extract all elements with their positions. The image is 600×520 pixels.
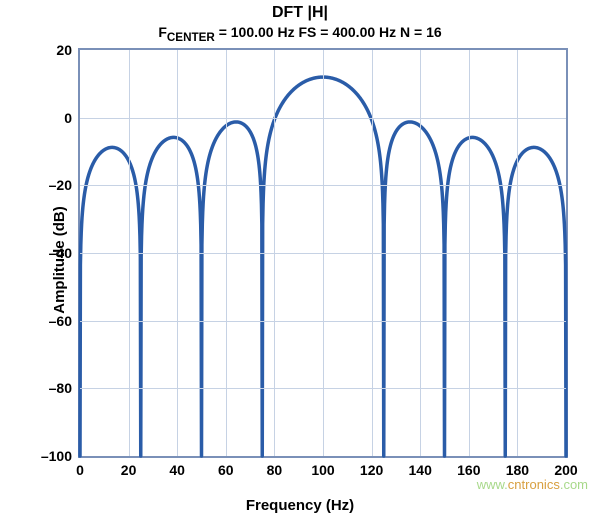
x-tick-label: 0 bbox=[76, 462, 84, 478]
plot-area: 020406080100120140160180200–100–80–60–40… bbox=[78, 48, 568, 458]
dft-magnitude-chart: DFT |H| FCENTER = 100.00 Hz FS = 400.00 … bbox=[0, 0, 600, 520]
x-tick-label: 80 bbox=[267, 462, 283, 478]
chart-title: DFT |H| bbox=[0, 4, 600, 22]
y-tick-label: –40 bbox=[49, 245, 72, 261]
watermark-accent: cntronics bbox=[508, 477, 560, 492]
x-tick-label: 60 bbox=[218, 462, 234, 478]
y-tick-label: –80 bbox=[49, 380, 72, 396]
subtitle-fcenter-sub: CENTER bbox=[167, 31, 215, 44]
x-tick-label: 40 bbox=[169, 462, 185, 478]
subtitle-fcenter-label: F bbox=[158, 24, 167, 40]
watermark-prefix: www. bbox=[477, 477, 508, 492]
x-tick-label: 200 bbox=[554, 462, 577, 478]
y-tick-label: 20 bbox=[56, 42, 72, 58]
watermark: www.cntronics.com bbox=[477, 477, 588, 492]
subtitle-rest: = 100.00 Hz FS = 400.00 Hz N = 16 bbox=[215, 24, 442, 40]
x-tick-label: 180 bbox=[506, 462, 529, 478]
x-tick-label: 160 bbox=[457, 462, 480, 478]
watermark-suffix: .com bbox=[560, 477, 588, 492]
chart-subtitle: FCENTER = 100.00 Hz FS = 400.00 Hz N = 1… bbox=[0, 24, 600, 44]
y-tick-label: –60 bbox=[49, 313, 72, 329]
x-tick-label: 100 bbox=[311, 462, 334, 478]
x-tick-label: 20 bbox=[121, 462, 137, 478]
x-tick-label: 120 bbox=[360, 462, 383, 478]
y-tick-label: –100 bbox=[41, 448, 72, 464]
y-tick-label: 0 bbox=[64, 110, 72, 126]
x-tick-label: 140 bbox=[409, 462, 432, 478]
y-tick-label: –20 bbox=[49, 177, 72, 193]
x-axis-label: Frequency (Hz) bbox=[0, 497, 600, 514]
